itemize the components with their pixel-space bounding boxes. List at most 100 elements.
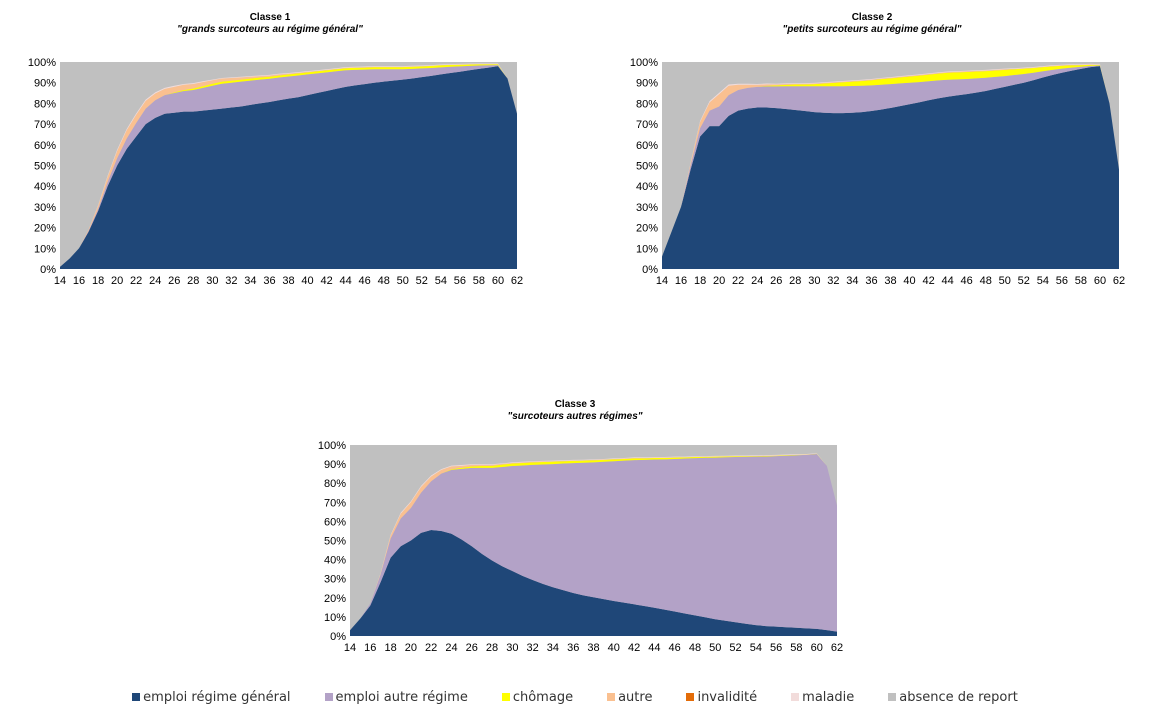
y-tick-label: 60% [324, 516, 346, 528]
x-tick-label: 46 [961, 275, 973, 287]
legend-swatch [607, 693, 616, 701]
area-series-0 [662, 66, 1119, 269]
legend-swatch [132, 693, 141, 701]
y-tick-label: 40% [34, 181, 56, 193]
x-tick-label: 18 [694, 275, 706, 287]
x-tick-label: 24 [149, 275, 161, 287]
x-tick-label: 52 [729, 642, 741, 654]
y-tick-label: 40% [636, 181, 658, 193]
x-tick-label: 60 [811, 642, 823, 654]
x-tick-label: 46 [359, 275, 371, 287]
chart-subtitle: "surcoteurs autres régimes" [507, 411, 643, 422]
area-series-0 [350, 530, 837, 636]
area-series-0 [60, 66, 517, 269]
y-tick-label: 100% [630, 57, 658, 69]
x-tick-label: 50 [709, 642, 721, 654]
x-tick-label: 14 [656, 275, 668, 287]
legend-item: invalidité [686, 689, 757, 705]
x-tick-label: 26 [770, 275, 782, 287]
x-tick-label: 14 [54, 275, 66, 287]
x-tick-label: 56 [1056, 275, 1068, 287]
x-tick-label: 60 [492, 275, 504, 287]
x-tick-label: 20 [405, 642, 417, 654]
x-tick-label: 56 [770, 642, 782, 654]
x-tick-label: 34 [244, 275, 256, 287]
x-tick-label: 20 [111, 275, 123, 287]
legend-swatch [324, 693, 333, 701]
x-tick-label: 62 [511, 275, 523, 287]
legend-label: emploi autre régime [335, 689, 468, 705]
x-tick-label: 42 [628, 642, 640, 654]
x-tick-label: 38 [282, 275, 294, 287]
x-tick-label: 58 [1075, 275, 1087, 287]
y-tick-label: 60% [636, 140, 658, 152]
y-tick-label: 70% [636, 119, 658, 131]
chart-subtitle: "petits surcoteurs au régime général" [782, 24, 962, 35]
x-tick-label: 58 [790, 642, 802, 654]
legend-label: invalidité [697, 689, 758, 705]
x-tick-label: 22 [732, 275, 744, 287]
chart-subtitle: "grands surcoteurs au régime général" [177, 24, 363, 35]
chart-svg: 0% 10% 20% 30% 40% 50% 60% 70% 80% 90% 100% 14 16 18 2… [318, 440, 843, 654]
x-tick-label: 30 [206, 275, 218, 287]
x-tick-label: 60 [1094, 275, 1106, 287]
y-tick-label: 20% [636, 223, 658, 235]
chart-svg: 0% 10% 20% 30% 40% 50% 60% 70% 80% 90% 100% 14 16 18 2… [28, 57, 523, 287]
x-tick-label: 36 [567, 642, 579, 654]
legend-swatch [501, 693, 510, 701]
chart-svg: 0% 10% 20% 30% 40% 50% 60% 70% 80% 90% 100% 14 16 18 2… [630, 57, 1125, 287]
x-tick-label: 36 [263, 275, 275, 287]
legend-swatch [686, 693, 695, 701]
x-tick-label: 14 [344, 642, 356, 654]
x-tick-label: 48 [378, 275, 390, 287]
y-tick-label: 10% [324, 612, 346, 624]
x-tick-label: 34 [547, 642, 559, 654]
x-tick-label: 54 [750, 642, 762, 654]
y-tick-label: 90% [324, 459, 346, 471]
x-tick-label: 48 [689, 642, 701, 654]
legend-label: absence de report [899, 689, 1018, 705]
x-tick-label: 28 [486, 642, 498, 654]
x-tick-label: 24 [445, 642, 457, 654]
x-tick-label: 26 [466, 642, 478, 654]
x-tick-label: 46 [669, 642, 681, 654]
x-tick-label: 40 [301, 275, 313, 287]
chart-title-main: Classe 2 [851, 12, 893, 23]
chart-title-main: Classe 3 [554, 399, 596, 410]
legend-swatch [791, 693, 800, 701]
y-tick-label: 10% [34, 243, 56, 255]
y-tick-label: 60% [34, 140, 56, 152]
x-tick-label: 28 [187, 275, 199, 287]
y-tick-label: 90% [34, 78, 56, 90]
x-tick-label: 62 [831, 642, 843, 654]
x-tick-label: 32 [827, 275, 839, 287]
x-tick-label: 54 [435, 275, 447, 287]
y-tick-label: 20% [34, 223, 56, 235]
y-tick-label: 80% [34, 98, 56, 110]
x-tick-label: 16 [73, 275, 85, 287]
x-tick-label: 52 [1018, 275, 1030, 287]
x-tick-label: 34 [846, 275, 858, 287]
x-tick-label: 54 [1037, 275, 1049, 287]
legend-item: emploi régime général [132, 689, 291, 705]
x-tick-label: 20 [713, 275, 725, 287]
x-tick-label: 28 [789, 275, 801, 287]
y-tick-label: 10% [636, 243, 658, 255]
x-tick-label: 50 [397, 275, 409, 287]
legend-label: autre [618, 689, 653, 705]
x-tick-label: 32 [225, 275, 237, 287]
x-tick-label: 44 [648, 642, 660, 654]
x-tick-label: 36 [865, 275, 877, 287]
x-tick-label: 50 [999, 275, 1011, 287]
y-tick-label: 50% [34, 161, 56, 173]
y-tick-label: 40% [324, 555, 346, 567]
x-tick-label: 30 [506, 642, 518, 654]
y-tick-label: 0% [642, 264, 658, 276]
chart-legend: emploi régime général emploi autre régim… [0, 689, 1150, 705]
x-tick-label: 62 [1113, 275, 1125, 287]
x-tick-label: 56 [454, 275, 466, 287]
x-tick-label: 24 [751, 275, 763, 287]
y-tick-label: 30% [636, 202, 658, 214]
legend-label: maladie [802, 689, 855, 705]
legend-label: emploi régime général [143, 689, 291, 705]
